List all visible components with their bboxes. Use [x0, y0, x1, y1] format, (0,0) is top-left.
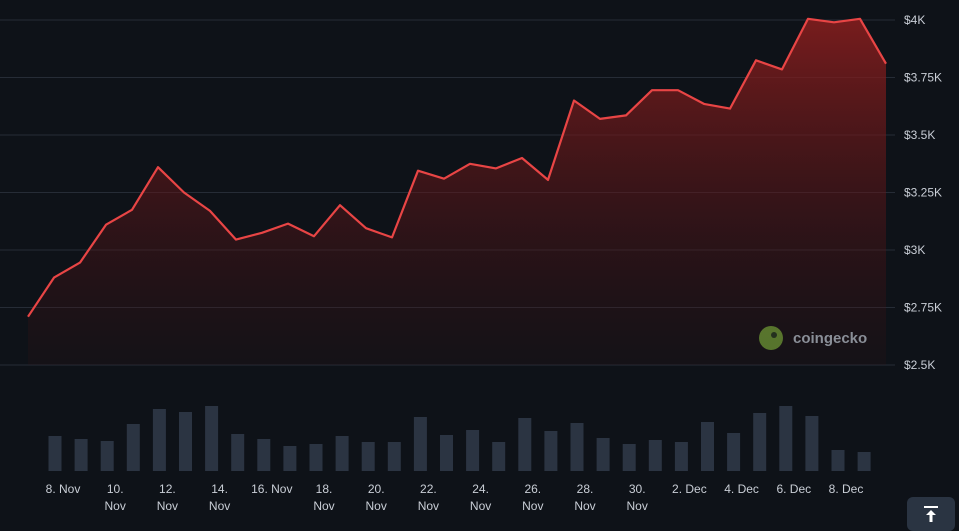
volume-bar — [48, 436, 62, 471]
x-tick-label: 28. — [577, 482, 594, 496]
x-tick-label: 2. Dec — [672, 482, 707, 496]
x-tick-label: 22. — [420, 482, 437, 496]
volume-bar — [74, 439, 88, 471]
scroll-to-top-button[interactable] — [907, 497, 955, 531]
volume-bar — [570, 423, 584, 471]
volume-bar — [622, 444, 636, 471]
coingecko-logo-eye — [771, 332, 777, 338]
x-tick-label-line2: Nov — [470, 499, 491, 513]
x-tick-label: 26. — [524, 482, 541, 496]
volume-bar — [779, 406, 793, 471]
x-tick-label-line2: Nov — [105, 499, 126, 513]
y-tick-label: $3.75K — [904, 71, 942, 85]
volume-bar — [701, 422, 714, 471]
y-tick-label: $2.5K — [904, 358, 935, 372]
volume-bar — [674, 442, 688, 471]
x-tick-label-line2: Nov — [574, 499, 595, 513]
volume-bar — [857, 452, 871, 471]
x-tick-label-line2: Nov — [418, 499, 439, 513]
volume-bar — [648, 440, 662, 471]
x-tick-label-line2: Nov — [313, 499, 334, 513]
volume-bar — [257, 439, 271, 471]
volume-bar — [413, 417, 427, 471]
x-tick-label: 14. — [211, 482, 228, 496]
volume-bar — [387, 442, 401, 471]
x-tick-label: 8. Dec — [829, 482, 864, 496]
x-tick-label: 20. — [368, 482, 385, 496]
x-tick-label: 6. Dec — [776, 482, 811, 496]
x-tick-label: 18. — [316, 482, 333, 496]
x-tick-label: 4. Dec — [724, 482, 759, 496]
coingecko-watermark: coingecko — [759, 326, 867, 350]
volume-bar — [440, 435, 453, 471]
y-axis: $2.5K $2.75K $3K $3.25K $3.5K $3.75K $4K — [904, 13, 942, 372]
coingecko-logo-icon — [759, 326, 783, 350]
volume-bar — [753, 413, 767, 471]
price-line — [27, 17, 887, 318]
x-tick-label: 10. — [107, 482, 124, 496]
x-tick-label: 8. Nov — [46, 482, 81, 496]
volume-bar — [231, 434, 245, 471]
volume-bar — [335, 436, 349, 471]
watermark-text: coingecko — [793, 330, 867, 347]
volume-bar — [466, 430, 480, 471]
x-tick-label-line2: Nov — [157, 499, 178, 513]
volume-bar — [283, 446, 297, 471]
x-tick-label-line2: Nov — [627, 499, 648, 513]
x-tick-label: 16. Nov — [251, 482, 292, 496]
x-tick-label: 12. — [159, 482, 176, 496]
volume-bar — [492, 442, 506, 471]
volume-bar — [805, 416, 819, 471]
volume-bar — [544, 431, 558, 471]
x-tick-label: 24. — [472, 482, 489, 496]
volume-bar — [126, 424, 140, 471]
volume-bar — [100, 441, 114, 471]
arrow-up-to-line-icon — [924, 506, 938, 522]
x-axis: 8. Nov 10. Nov 12. Nov 14. Nov 16. Nov 18. Nov 20.… — [46, 482, 864, 513]
volume-bar — [727, 433, 741, 471]
x-tick-label-line2: Nov — [522, 499, 543, 513]
volume-bar — [179, 412, 192, 471]
price-area — [28, 18, 886, 366]
volume-bar — [596, 438, 610, 471]
y-tick-label: $3.5K — [904, 128, 935, 142]
volume-bar — [309, 444, 323, 471]
volume-bar — [831, 450, 845, 471]
volume-bar — [361, 442, 375, 471]
volume-bar — [518, 418, 532, 471]
y-tick-label: $4K — [904, 13, 925, 27]
y-tick-label: $2.75K — [904, 301, 942, 315]
x-tick-label-line2: Nov — [366, 499, 387, 513]
volume-bar — [205, 406, 219, 471]
y-tick-label: $3K — [904, 243, 925, 257]
x-tick-label: 30. — [629, 482, 646, 496]
y-tick-label: $3.25K — [904, 186, 942, 200]
x-tick-label-line2: Nov — [209, 499, 230, 513]
volume-bars — [48, 406, 871, 471]
volume-bar — [152, 409, 166, 471]
